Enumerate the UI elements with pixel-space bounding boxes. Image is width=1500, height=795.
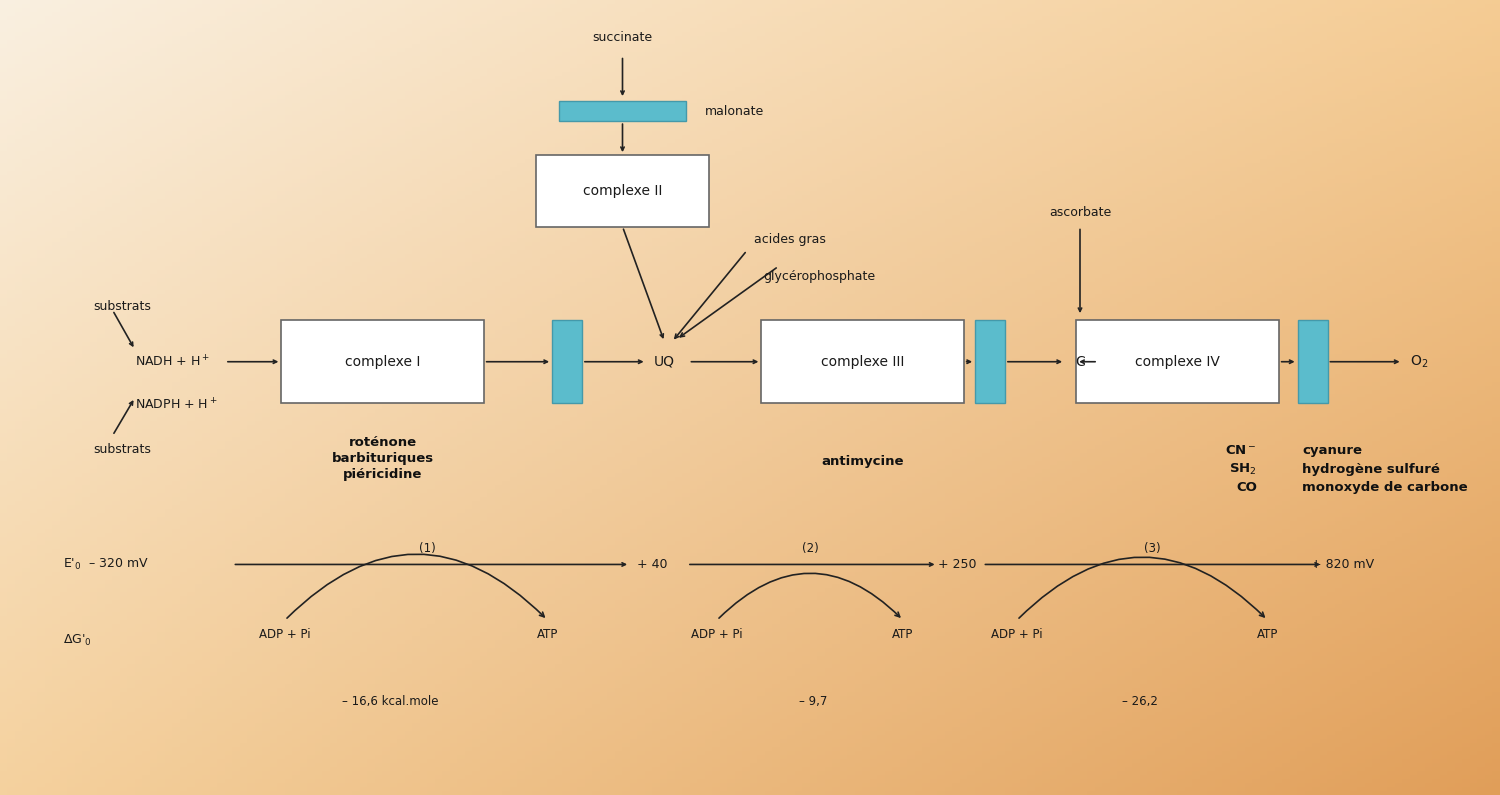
Text: ATP: ATP xyxy=(1257,628,1278,641)
Text: NADPH + H$^+$: NADPH + H$^+$ xyxy=(135,398,218,413)
Text: (1): (1) xyxy=(419,542,436,555)
Text: SH$_2$: SH$_2$ xyxy=(1230,462,1257,476)
Text: substrats: substrats xyxy=(93,443,152,456)
Text: O$_2$: O$_2$ xyxy=(1410,354,1428,370)
Text: glycérophosphate: glycérophosphate xyxy=(764,270,876,282)
Text: ADP + Pi: ADP + Pi xyxy=(692,628,742,641)
Text: piéricidine: piéricidine xyxy=(344,468,422,481)
FancyBboxPatch shape xyxy=(1298,320,1328,404)
Text: ADP + Pi: ADP + Pi xyxy=(260,628,310,641)
Text: barbituriques: barbituriques xyxy=(332,452,434,465)
Text: $\Delta$G'$_0$: $\Delta$G'$_0$ xyxy=(63,633,92,647)
Text: ATP: ATP xyxy=(537,628,558,641)
Text: complexe II: complexe II xyxy=(584,184,662,198)
Text: roténone: roténone xyxy=(348,436,417,449)
Text: antimycine: antimycine xyxy=(821,455,903,467)
Text: succinate: succinate xyxy=(592,31,652,44)
Text: + 820 mV: + 820 mV xyxy=(1311,558,1374,571)
Text: – 26,2: – 26,2 xyxy=(1122,695,1158,708)
Text: cyanure: cyanure xyxy=(1302,444,1362,457)
Text: complexe I: complexe I xyxy=(345,355,420,369)
Text: + 40: + 40 xyxy=(638,558,668,571)
Text: ATP: ATP xyxy=(892,628,914,641)
Text: – 9,7: – 9,7 xyxy=(800,695,826,708)
Text: CO: CO xyxy=(1236,481,1257,494)
Text: malonate: malonate xyxy=(705,105,764,118)
Text: hydrogène sulfuré: hydrogène sulfuré xyxy=(1302,463,1440,475)
Text: E'$_0$  – 320 mV: E'$_0$ – 320 mV xyxy=(63,557,148,572)
Text: (3): (3) xyxy=(1143,542,1161,555)
Text: ascorbate: ascorbate xyxy=(1048,206,1112,219)
Text: monoxyde de carbone: monoxyde de carbone xyxy=(1302,481,1467,494)
Text: substrats: substrats xyxy=(93,300,152,312)
FancyBboxPatch shape xyxy=(282,320,483,404)
FancyBboxPatch shape xyxy=(975,320,1005,404)
Text: complexe IV: complexe IV xyxy=(1136,355,1220,369)
FancyBboxPatch shape xyxy=(558,101,686,121)
Text: – 16,6 kcal.mole: – 16,6 kcal.mole xyxy=(342,695,438,708)
Text: CN$^-$: CN$^-$ xyxy=(1226,444,1257,457)
Text: (2): (2) xyxy=(801,542,819,555)
Text: NADH + H$^+$: NADH + H$^+$ xyxy=(135,354,210,370)
Text: + 250: + 250 xyxy=(938,558,976,571)
Text: UQ: UQ xyxy=(654,355,675,369)
Text: C: C xyxy=(1076,355,1084,369)
Text: complexe III: complexe III xyxy=(821,355,904,369)
FancyBboxPatch shape xyxy=(537,155,708,227)
Text: acides gras: acides gras xyxy=(754,234,826,246)
FancyBboxPatch shape xyxy=(552,320,582,404)
FancyBboxPatch shape xyxy=(760,320,963,404)
Text: ADP + Pi: ADP + Pi xyxy=(992,628,1042,641)
FancyBboxPatch shape xyxy=(1077,320,1278,404)
